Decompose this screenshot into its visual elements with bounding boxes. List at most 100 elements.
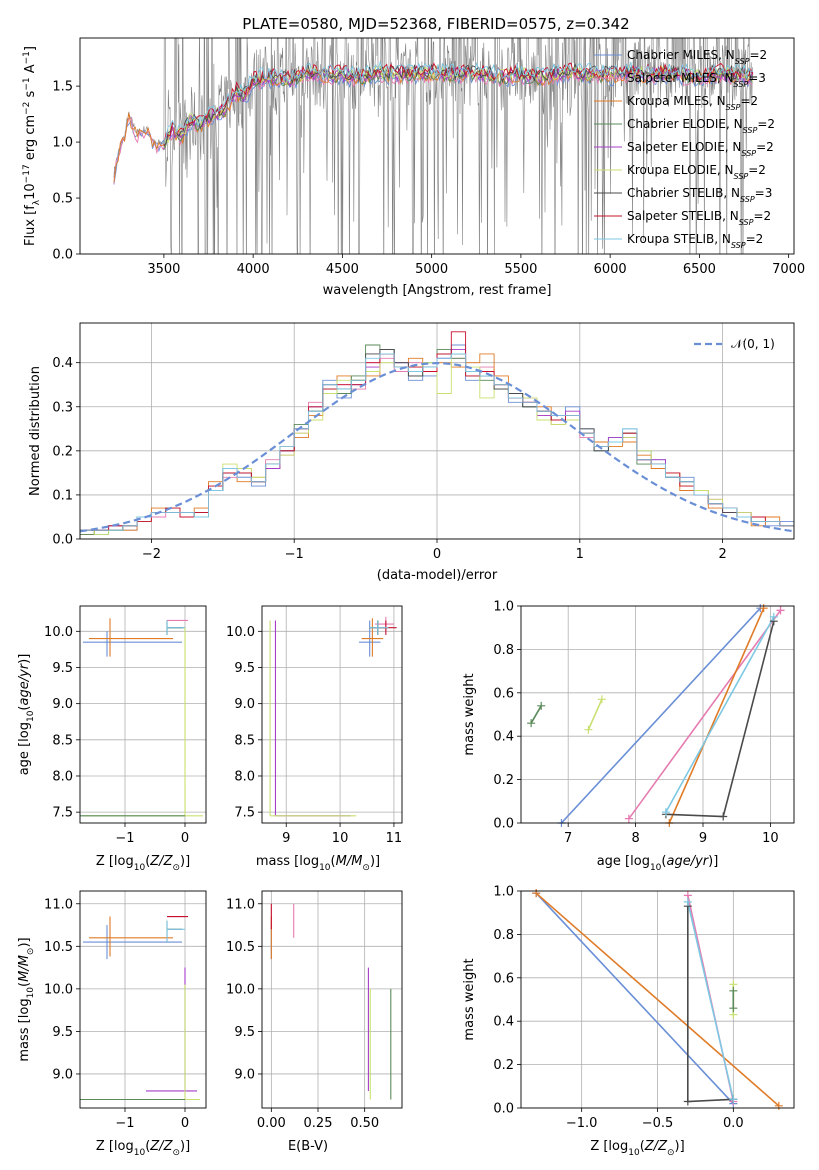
- legend-text: Kroupa STELIB, N: [627, 232, 731, 246]
- weight-marker-chabrier_stelib: [719, 812, 728, 821]
- label-part: )]: [180, 854, 190, 869]
- y-tick-label: 1.0: [493, 600, 514, 615]
- label-part: ⊙: [26, 948, 36, 956]
- y-tick-label: 10.5: [44, 940, 73, 955]
- legend-sub: SSP: [735, 57, 750, 66]
- label-part: Z [log: [590, 1139, 628, 1154]
- legend-text: Chabrier ELODIE, N: [627, 117, 743, 131]
- weight-marker-kroupa_elodie: [584, 725, 593, 734]
- label-part: −1: [22, 77, 32, 90]
- plot-area: [521, 891, 794, 1108]
- panel-mass_vs_ebv: 0.00 0.25 0.50 9.0 9.5 10.0 10.5 11.0 E(B-V): [226, 890, 403, 1154]
- x-tick-label: 4000: [237, 262, 270, 277]
- weight-marker-kroupa_stelib: [729, 1095, 738, 1104]
- x-tick-label: 0.00: [257, 1116, 286, 1131]
- panel-weight_vs_age: 7 8 9 10 0.0 0.2 0.4 0.6 0.8 1.0 mass weight age [l…: [462, 600, 795, 873]
- axes-frame: [79, 890, 207, 1109]
- label-part: )]: [17, 937, 32, 947]
- label-part: )]: [708, 854, 718, 869]
- y-tick-label: 0.2: [52, 444, 73, 459]
- y-axis-label: Normed distribution: [28, 366, 43, 496]
- histogram-kroupa_stelib: [80, 353, 794, 539]
- label-part: )]: [180, 1139, 190, 1154]
- x-tick-label: 8: [631, 831, 639, 846]
- y-tick-label: 9.0: [234, 1067, 255, 1082]
- x-tick-label: 4500: [326, 262, 359, 277]
- plot-area: [262, 891, 402, 1108]
- x-tick-label: 0: [181, 1116, 189, 1131]
- legend-text: Salpeter MILES, N: [627, 71, 734, 85]
- y-tick-label: 1.0: [52, 136, 73, 151]
- x-axis-label: wavelength [Angstrom, rest frame]: [323, 283, 552, 298]
- legend-sub: SSP: [734, 80, 749, 89]
- label-part: age [log: [597, 854, 650, 869]
- y-axis-label: mass weight: [462, 958, 477, 1040]
- legend: 𝒩(0, 1): [694, 337, 775, 351]
- label-part: ⊙: [172, 863, 180, 873]
- axes-frame: [261, 890, 403, 1109]
- x-tick-label: 1: [576, 547, 584, 562]
- y-tick-label: 8.0: [234, 769, 255, 784]
- legend-label: Salpeter MILES, NSSP=3: [627, 71, 766, 89]
- y-tick-label: 10.0: [44, 982, 73, 997]
- label-part: Z [log: [96, 1139, 134, 1154]
- legend-text: Salpeter STELIB, N: [627, 209, 739, 223]
- y-tick-label: 9.0: [52, 1067, 73, 1082]
- legend-sub: SSP: [740, 195, 755, 204]
- weight-line-kroupa_miles: [535, 892, 780, 1107]
- y-tick-label: 8.5: [234, 733, 255, 748]
- y-tick-label: 7.5: [52, 806, 73, 821]
- label-part: )]: [370, 854, 380, 869]
- weight-line-kroupa_stelib: [665, 616, 775, 813]
- x-tick-label: 7: [564, 831, 572, 846]
- x-axis-label: E(B-V): [288, 1139, 328, 1154]
- axis-label: Z [log10(Z/Z⊙)]: [96, 1139, 190, 1158]
- y-tick-label: 0.2: [493, 773, 514, 788]
- legend-suffix: =2: [740, 94, 758, 108]
- plot-area: [113, 38, 754, 254]
- x-tick-label: 0: [181, 831, 189, 846]
- x-tick-label: 10: [762, 831, 779, 846]
- axis-label: Z [log10(Z/Z⊙)]: [96, 854, 190, 873]
- label-part: λ: [32, 199, 42, 205]
- legend-label: Kroupa STELIB, NSSP=2: [627, 232, 763, 250]
- label-part: erg cm: [23, 115, 38, 164]
- panel-age_vs_Z: −1 07.58.08.59.09.510.0Z [log10(Z/Z⊙)]age…: [17, 605, 207, 873]
- x-tick-label: −2: [142, 547, 161, 562]
- label-part: (: [331, 854, 336, 869]
- weight-line-kroupa_elodie: [587, 698, 603, 731]
- legend-sub: SSP: [731, 241, 746, 250]
- axis-label: age [log10(age/yr)]: [597, 854, 719, 873]
- label-part: )]: [17, 654, 32, 664]
- x-tick-label: −1: [115, 831, 134, 846]
- legend-suffix: =3: [748, 71, 766, 85]
- label-part: Z/Z: [149, 854, 173, 869]
- y-tick-label: 0.4: [493, 1015, 514, 1030]
- x-tick-label: −1: [285, 547, 304, 562]
- legend-label: Chabrier MILES, NSSP=2: [627, 48, 767, 66]
- axis-label: mass [log10(M/M⊙)]: [256, 854, 380, 873]
- weight-marker-kroupa_stelib: [661, 808, 670, 817]
- panels: 3500 4000 4500 5000 5500 6000 6500 70000.00.51.…: [17, 37, 805, 1158]
- label-part: mass [log: [256, 854, 319, 869]
- label-part: age/yr: [17, 662, 32, 705]
- label-part: (: [640, 1139, 645, 1154]
- legend-suffix: =2: [749, 48, 767, 62]
- axes-frame: [79, 37, 795, 255]
- weight-line-chabrier_miles: [535, 892, 734, 1105]
- axes-frame: [520, 605, 795, 824]
- label-part: A: [23, 64, 38, 77]
- y-tick-label: 9.5: [234, 661, 255, 676]
- model-chabrier_stelib: [163, 62, 754, 147]
- legend-text: Kroupa ELODIE, N: [627, 163, 734, 177]
- label-part: Z/Z: [149, 1139, 173, 1154]
- weight-marker-chabrier_stelib: [683, 1097, 692, 1106]
- y-tick-label: 0.3: [52, 400, 73, 415]
- weight-marker-kroupa_elodie: [597, 695, 606, 704]
- weight-marker-kroupa_miles: [759, 604, 768, 613]
- weight-marker-chabrier_elodie: [537, 701, 546, 710]
- x-tick-label: −1: [115, 1116, 134, 1131]
- y-tick-label: 0.8: [493, 928, 514, 943]
